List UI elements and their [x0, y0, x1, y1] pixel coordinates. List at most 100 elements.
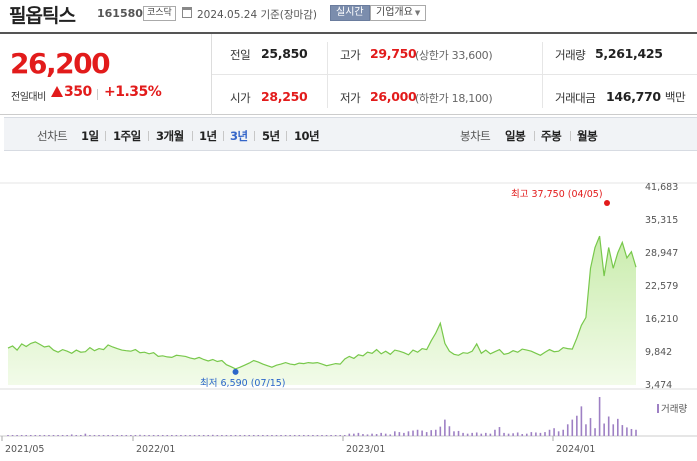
volume-bar: [180, 435, 182, 436]
divider: [542, 42, 543, 108]
volume-bar: [594, 428, 596, 436]
volume-bar: [389, 434, 392, 436]
volume-bar: [630, 428, 633, 436]
current-price-panel: 26,200 전일대비 350 +1.35%: [0, 34, 212, 115]
volume-bar: [430, 430, 433, 436]
price-chart-svg: 41,683 35,315 28,947 22,579 16,210 9,842 3,474…: [0, 182, 697, 455]
volume-bar: [80, 435, 82, 436]
volume-bar: [143, 435, 146, 436]
volume-bar: [52, 435, 55, 436]
volume-bar: [66, 435, 68, 436]
max-label: 최고 37,750 (04/05): [511, 189, 603, 200]
candle-weekly[interactable]: 주봉: [541, 129, 562, 143]
lower-limit: (하한가 18,100): [415, 92, 493, 105]
chart-period-toolbar: 선차트 1일 1주일 3개월 1년 3년 5년 10년 봉차트 일봉 주봉 월봉: [4, 117, 697, 151]
volume-label: 거래량: [555, 48, 586, 62]
volume-bar: [498, 427, 501, 436]
volume-bar: [503, 432, 505, 436]
min-label: 최저 6,590 (07/15): [200, 378, 286, 389]
company-overview-button[interactable]: 기업개요 ▼: [370, 5, 427, 21]
trade-value: 146,770 백만: [606, 89, 686, 105]
volume-bar: [557, 431, 560, 436]
volume-bar: [116, 435, 119, 436]
volume-bar: [125, 435, 128, 436]
candle-monthly[interactable]: 월봉: [577, 129, 598, 143]
volume-bar: [362, 434, 364, 436]
volume-bar: [312, 435, 314, 436]
volume-bar: [152, 435, 155, 436]
prev-close-value: 25,850: [261, 46, 308, 61]
open-value: 28,250: [261, 89, 308, 104]
volume-bar: [394, 431, 396, 436]
y-tick-label: 3,474: [645, 380, 672, 391]
candle-daily[interactable]: 일봉: [505, 129, 526, 143]
period-10y[interactable]: 10년: [294, 129, 320, 143]
divider: [97, 89, 98, 100]
volume-bar: [525, 433, 528, 436]
volume-bar: [521, 434, 524, 436]
volume-bar: [539, 432, 542, 436]
volume-bar: [98, 435, 100, 436]
volume-bar: [252, 435, 255, 436]
volume-bar: [485, 432, 487, 436]
volume-bar: [298, 435, 301, 436]
volume-bar: [316, 435, 319, 436]
volume-bar: [75, 435, 78, 436]
period-1w[interactable]: 1주일: [113, 129, 141, 143]
volume-bar: [412, 430, 414, 436]
volume-bar: [339, 435, 342, 436]
volume-bar: [89, 435, 91, 436]
volume-bar: [489, 433, 492, 436]
volume-bar: [221, 435, 223, 436]
volume-bar: [357, 432, 360, 436]
volume-bar: [202, 435, 205, 436]
volume-bar: [225, 435, 228, 436]
period-1y[interactable]: 1년: [199, 129, 217, 143]
volume-bar: [29, 435, 32, 436]
volume-bar: [348, 433, 351, 436]
divider: [570, 131, 571, 141]
volume-bar: [512, 433, 514, 436]
volume-bar: [325, 435, 328, 436]
volume-bar: [257, 435, 260, 436]
volume-bar: [284, 435, 287, 436]
volume-bar: [439, 426, 442, 436]
change-percent: +1.35%: [104, 84, 162, 100]
volume-bar: [607, 416, 610, 436]
volume-bar: [384, 433, 387, 436]
volume-bar: [93, 435, 96, 436]
volume-bar: [553, 428, 555, 436]
volume-bar: [548, 429, 551, 436]
volume-bar: [416, 429, 419, 436]
y-tick-label: 16,210: [645, 314, 678, 325]
period-1d[interactable]: 1일: [81, 129, 99, 143]
volume-bar: [239, 435, 241, 436]
volume-bar: [20, 435, 23, 436]
volume-bar: [576, 415, 578, 436]
prev-close-label: 전일: [230, 48, 251, 62]
open-label: 시가: [230, 91, 251, 105]
volume-bar: [403, 432, 405, 436]
volume-bar: [353, 433, 355, 436]
volume-bar: [307, 435, 310, 436]
volume-bar: [193, 435, 196, 436]
price-summary: 26,200 전일대비 350 +1.35% 전일 25,850 고가 29,7…: [0, 32, 697, 115]
period-3y[interactable]: 3년: [230, 129, 248, 143]
period-5y[interactable]: 5년: [262, 129, 280, 143]
caret-down-icon: ▼: [414, 9, 421, 17]
max-marker: [604, 200, 610, 206]
period-3m[interactable]: 3개월: [156, 129, 184, 143]
volume-bar: [457, 430, 460, 436]
volume-bar: [157, 435, 159, 436]
volume-bar: [371, 433, 373, 436]
volume-bar: [39, 435, 41, 436]
volume-bar: [171, 435, 173, 436]
volume-bar: [198, 435, 200, 436]
volume-bar: [34, 435, 37, 436]
realtime-button[interactable]: 실시간: [330, 5, 370, 21]
volume-bar: [189, 435, 191, 436]
volume-bar: [207, 435, 210, 436]
volume-bar: [166, 435, 169, 436]
volume-bar: [375, 434, 378, 436]
low-label: 저가: [340, 91, 361, 105]
